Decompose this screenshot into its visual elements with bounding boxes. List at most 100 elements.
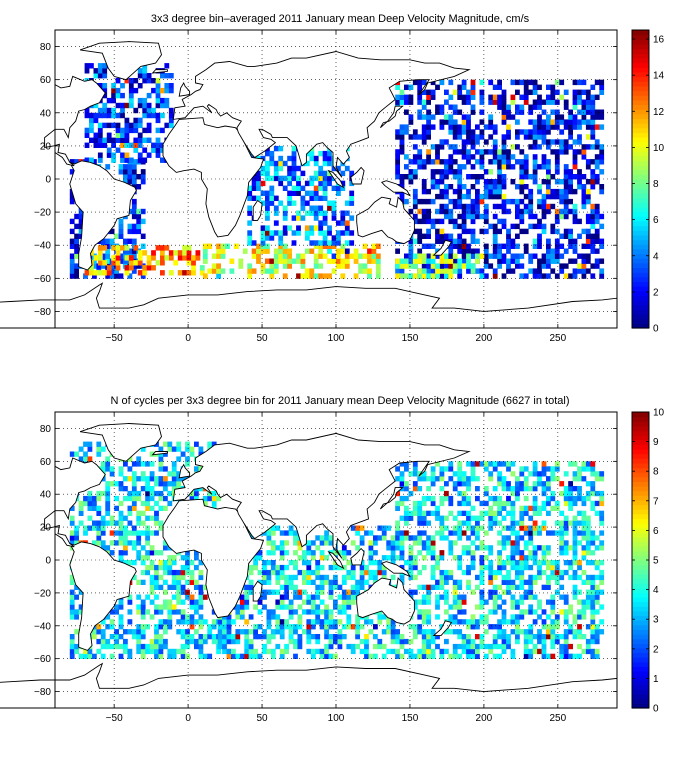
bin-cell xyxy=(572,208,578,215)
bin-cell xyxy=(304,273,310,279)
bin-cell xyxy=(550,99,556,105)
bin-cell xyxy=(497,560,502,566)
bin-cell xyxy=(444,648,449,655)
bin-cell xyxy=(585,94,591,100)
bin-cell xyxy=(546,253,551,259)
bin-cell xyxy=(123,495,128,502)
bin-cell xyxy=(501,109,507,115)
bin-cell xyxy=(302,574,307,581)
bin-cell xyxy=(124,102,130,109)
bin-cell xyxy=(375,273,381,279)
bin-cell xyxy=(568,545,573,551)
bin-cell xyxy=(140,233,146,239)
bin-cell xyxy=(532,89,538,95)
bin-cell xyxy=(519,218,525,225)
bin-cell xyxy=(501,505,507,511)
bin-cell xyxy=(322,185,328,191)
bin-cell xyxy=(202,619,208,625)
bin-cell xyxy=(572,79,578,86)
bin-cell xyxy=(168,83,174,89)
bin-cell xyxy=(563,174,569,180)
bin-cell xyxy=(118,550,124,556)
bin-cell xyxy=(340,258,346,264)
bin-cell xyxy=(479,273,485,279)
bin-cell xyxy=(304,248,310,254)
bin-cell xyxy=(541,520,547,526)
bin-cell xyxy=(395,476,400,482)
bin-cell xyxy=(412,134,418,140)
bin-cell xyxy=(461,258,467,264)
bin-cell xyxy=(497,104,502,110)
bin-cell xyxy=(114,233,119,239)
bin-cell xyxy=(244,604,250,610)
bin-cell xyxy=(532,129,538,135)
bin-cell xyxy=(590,169,596,175)
bin-cell xyxy=(559,510,565,516)
bin-cell xyxy=(457,188,463,195)
bin-cell xyxy=(257,599,263,605)
bin-cell xyxy=(171,481,177,487)
bin-cell xyxy=(408,510,414,516)
bin-cell xyxy=(501,535,507,541)
bin-cell xyxy=(102,73,108,79)
bin-cell xyxy=(69,648,75,655)
bin-cell xyxy=(291,240,297,246)
bin-cell xyxy=(180,555,186,561)
bin-cell xyxy=(266,609,272,615)
bin-cell xyxy=(124,117,130,124)
bin-cell xyxy=(488,114,494,120)
bin-cell xyxy=(96,490,102,497)
bin-cell xyxy=(278,145,284,152)
colorbar-swatch xyxy=(632,606,649,612)
bin-cell xyxy=(572,273,578,279)
bin-cell xyxy=(137,142,143,148)
bin-cell xyxy=(563,614,569,620)
bin-cell xyxy=(550,124,556,130)
bin-cell xyxy=(568,643,573,650)
bin-cell xyxy=(488,159,494,165)
bin-cell xyxy=(506,643,511,650)
bin-cell xyxy=(145,555,150,561)
bin-cell xyxy=(585,228,591,235)
bin-cell xyxy=(120,83,125,89)
bin-cell xyxy=(253,634,258,640)
bin-cell xyxy=(310,540,316,546)
bin-cell xyxy=(523,154,529,160)
bin-cell xyxy=(100,461,106,467)
bin-cell xyxy=(457,653,463,659)
bin-cell xyxy=(93,270,99,276)
bin-cell xyxy=(105,481,111,487)
bin-cell xyxy=(444,203,449,210)
bin-cell xyxy=(479,193,485,200)
bin-cell xyxy=(426,243,431,249)
bin-cell xyxy=(515,574,520,581)
bin-cell xyxy=(506,149,511,155)
bin-cell xyxy=(185,629,190,635)
bin-cell xyxy=(69,634,75,640)
bin-cell xyxy=(457,89,463,95)
bin-cell xyxy=(479,99,485,105)
bin-cell xyxy=(185,594,190,600)
bin-cell xyxy=(590,203,596,210)
bin-cell xyxy=(256,185,261,191)
bin-cell xyxy=(362,263,368,269)
bin-cell xyxy=(160,245,165,251)
bin-cell xyxy=(115,245,121,251)
bin-cell xyxy=(501,579,507,585)
bin-cell xyxy=(146,92,152,99)
bin-cell xyxy=(590,466,596,472)
bin-cell xyxy=(207,268,213,274)
bin-cell xyxy=(408,560,414,566)
bin-cell xyxy=(568,208,573,215)
bin-cell xyxy=(404,258,409,264)
bin-cell xyxy=(519,188,525,195)
colorbar-swatch xyxy=(632,680,649,686)
bin-cell xyxy=(457,134,463,140)
bin-cell xyxy=(216,263,221,269)
bin-cell xyxy=(541,273,547,279)
colorbar-swatch xyxy=(632,304,649,310)
bin-cell xyxy=(426,495,431,502)
bin-cell xyxy=(118,525,124,531)
bin-cell xyxy=(448,263,454,269)
bin-cell xyxy=(412,560,418,566)
